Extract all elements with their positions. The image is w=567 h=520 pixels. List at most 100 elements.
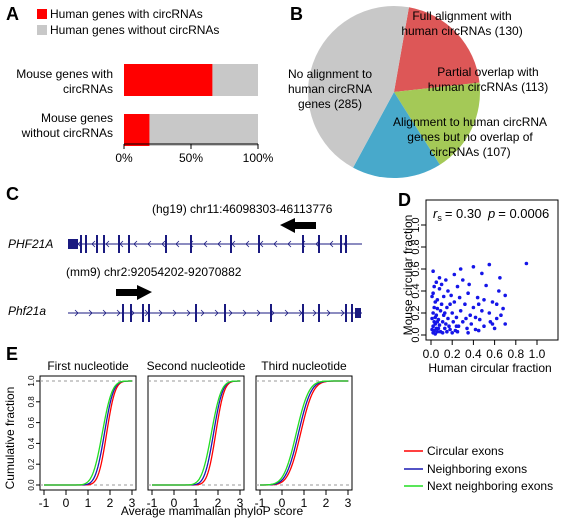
scatter-point xyxy=(433,332,438,336)
scatter-point xyxy=(494,302,499,307)
bar-with-1 xyxy=(124,114,150,146)
scatter-point xyxy=(430,294,434,299)
strand-chevron xyxy=(74,309,79,317)
scatter-point xyxy=(431,269,435,274)
exon xyxy=(318,235,320,253)
strand-chevron xyxy=(161,240,166,248)
exon xyxy=(224,304,226,322)
scatter-point xyxy=(450,331,455,335)
scatter-point xyxy=(487,262,492,267)
utr-block xyxy=(68,239,78,249)
plot-frame-d xyxy=(425,199,559,341)
x-tick-label-e: 3 xyxy=(345,496,352,510)
strand-chevron xyxy=(175,240,180,248)
x-axis-label-d: Human circular fraction xyxy=(428,361,551,375)
scatter-point xyxy=(473,327,478,332)
x-tick-label-a: 100% xyxy=(243,151,274,165)
scatter-point xyxy=(490,300,495,304)
exon xyxy=(340,235,342,253)
scatter-point xyxy=(432,305,436,310)
bar-without-1 xyxy=(149,114,258,146)
scatter-point xyxy=(480,309,484,313)
bar-chart-a xyxy=(124,64,258,146)
exon xyxy=(85,235,87,253)
exon xyxy=(122,304,124,322)
panel-b: B Full alignment with human circRNAs (130… xyxy=(288,4,548,178)
scatter-point xyxy=(454,324,459,329)
pie-slice-1 xyxy=(394,82,480,165)
legend-next-neighboring-exons: Next neighboring exons xyxy=(427,479,553,493)
exon xyxy=(190,235,192,253)
scatter-point xyxy=(480,271,484,276)
scatter-point xyxy=(444,278,448,282)
exon xyxy=(80,235,82,253)
scatter-point xyxy=(497,289,501,293)
scatter-point xyxy=(437,287,442,291)
cdf-line-2 xyxy=(44,380,132,486)
strand-chevron xyxy=(242,309,247,317)
cdf-line-1 xyxy=(152,380,240,486)
legend-with-circrnas: Human genes with circRNAs xyxy=(50,7,203,21)
x-tick-label-e: -1 xyxy=(39,496,50,510)
pie-slice-3 xyxy=(308,5,409,168)
x-tick-label-e: 0 xyxy=(63,496,70,510)
exon xyxy=(142,304,144,322)
arrow-right-icon xyxy=(116,285,152,300)
y-tick-label-d: 0.4 xyxy=(410,283,422,298)
strand-chevron xyxy=(88,309,93,317)
scatter-point xyxy=(458,267,463,271)
subplot-title: First nucleotide xyxy=(47,359,129,373)
cdf-line-1 xyxy=(260,380,348,486)
x-tick-label-e: -1 xyxy=(255,496,266,510)
y-tick-label-d: 0.0 xyxy=(410,327,422,342)
strand-chevron xyxy=(326,309,331,317)
panel-label-c: C xyxy=(6,184,19,204)
legend-e: Circular exons Neighboring exons Next ne… xyxy=(404,444,553,493)
x-tick-label-d: 0.4 xyxy=(465,347,482,361)
utr-block xyxy=(355,308,361,318)
scatter-point xyxy=(466,291,470,296)
x-tick-label-e: 1 xyxy=(193,496,200,510)
panel-e: E Cumulative fraction Average mammalian … xyxy=(3,344,553,518)
cdf-line-2 xyxy=(260,380,348,486)
panel-label-e: E xyxy=(6,344,18,364)
y-tick-label-d: 1.0 xyxy=(410,217,422,232)
x-tick-label-d: 1.0 xyxy=(529,347,546,361)
scatter-point xyxy=(490,322,495,326)
scatter-point xyxy=(448,327,452,332)
legend-swatch-with xyxy=(37,9,47,19)
panel-d: D Mouse circular fraction Human circular… xyxy=(398,190,559,375)
pie-label-2: Alignment to human circRNA genes but no o… xyxy=(393,115,547,159)
exon xyxy=(128,235,130,253)
category-label-with-1: Mouse genes with xyxy=(16,67,113,81)
x-tick-label-d: 0.2 xyxy=(444,347,461,361)
scatter-point xyxy=(435,298,440,302)
scatter-point xyxy=(431,311,435,315)
strand-chevron xyxy=(312,309,317,317)
plot-frame-e xyxy=(255,375,353,491)
y-tick-label-e: 0.6 xyxy=(27,416,36,428)
human-gene-name: PHF21A xyxy=(8,237,53,251)
scatter-point xyxy=(465,326,469,331)
scatter-point xyxy=(437,276,442,280)
y-tick-label-d: 0.6 xyxy=(410,261,422,276)
scatter-point xyxy=(450,311,455,315)
pie-slice-0 xyxy=(394,7,480,92)
scatter-point xyxy=(440,331,445,335)
exon xyxy=(195,304,197,322)
scatter-point xyxy=(455,329,460,334)
panel-label-a: A xyxy=(6,4,19,24)
pie-label-3: No alignment to human circRNA genes (285) xyxy=(288,67,372,111)
scatter-point xyxy=(499,313,503,318)
scatter-point xyxy=(449,293,453,298)
x-tick-label-e: 3 xyxy=(237,496,244,510)
scatter-plot-d: 0.0 0.2 0.4 0.6 0.8 1.0 0.0 0.2 0.4 0.6 0.8 1.0 xyxy=(410,199,559,361)
exon xyxy=(130,304,132,322)
strand-chevron xyxy=(105,240,110,248)
scatter-point xyxy=(452,300,457,304)
exon xyxy=(165,235,167,253)
strand-chevron xyxy=(158,309,163,317)
scatter-point xyxy=(482,298,486,302)
strand-chevron xyxy=(245,240,250,248)
legend-without-circrnas: Human genes without circRNAs xyxy=(50,23,219,37)
